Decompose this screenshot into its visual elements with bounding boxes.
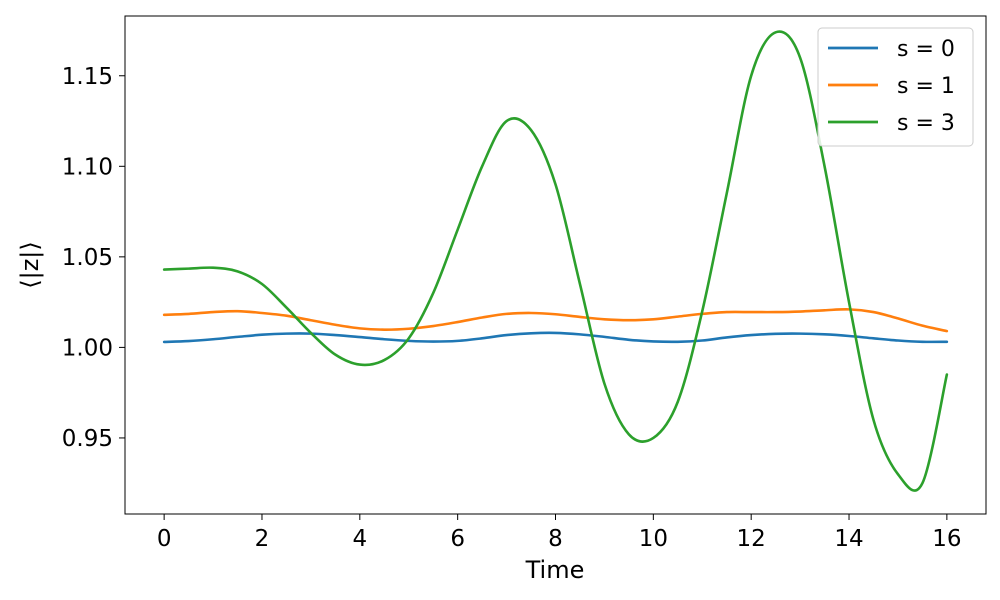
y-tick-label: 1.05 — [62, 245, 113, 271]
x-tick-label: 10 — [639, 526, 668, 552]
x-tick-label: 2 — [255, 526, 270, 552]
legend-label-2: s = 3 — [897, 111, 955, 136]
y-tick-label: 1.00 — [62, 335, 113, 361]
y-axis-label: ⟨|z|⟩ — [16, 241, 44, 289]
x-tick-label: 14 — [834, 526, 863, 552]
x-tick-label: 4 — [352, 526, 367, 552]
series-layer — [162, 30, 949, 492]
x-tick-label: 0 — [157, 526, 172, 552]
x-tick-label: 6 — [450, 526, 465, 552]
legend-label-0: s = 0 — [897, 37, 955, 62]
x-tick-label: 16 — [932, 526, 961, 552]
y-tick-label: 1.15 — [62, 64, 113, 90]
legend: s = 0 s = 1 s = 3 — [817, 27, 974, 147]
x-tick-label: 12 — [737, 526, 766, 552]
y-tick-label: 0.95 — [62, 426, 113, 452]
x-axis-label: Time — [525, 556, 585, 584]
y-axis: 0.95 1.00 1.05 1.10 1.15 — [62, 64, 125, 452]
y-tick-label: 1.10 — [62, 154, 113, 180]
series-line-2 — [162, 30, 949, 492]
x-axis: 0 2 4 6 8 10 12 14 16 — [157, 514, 962, 552]
legend-frame — [817, 27, 974, 147]
legend-label-1: s = 1 — [897, 74, 955, 99]
series-line-0 — [162, 331, 949, 344]
series-line-1 — [162, 308, 949, 333]
x-tick-label: 8 — [548, 526, 563, 552]
